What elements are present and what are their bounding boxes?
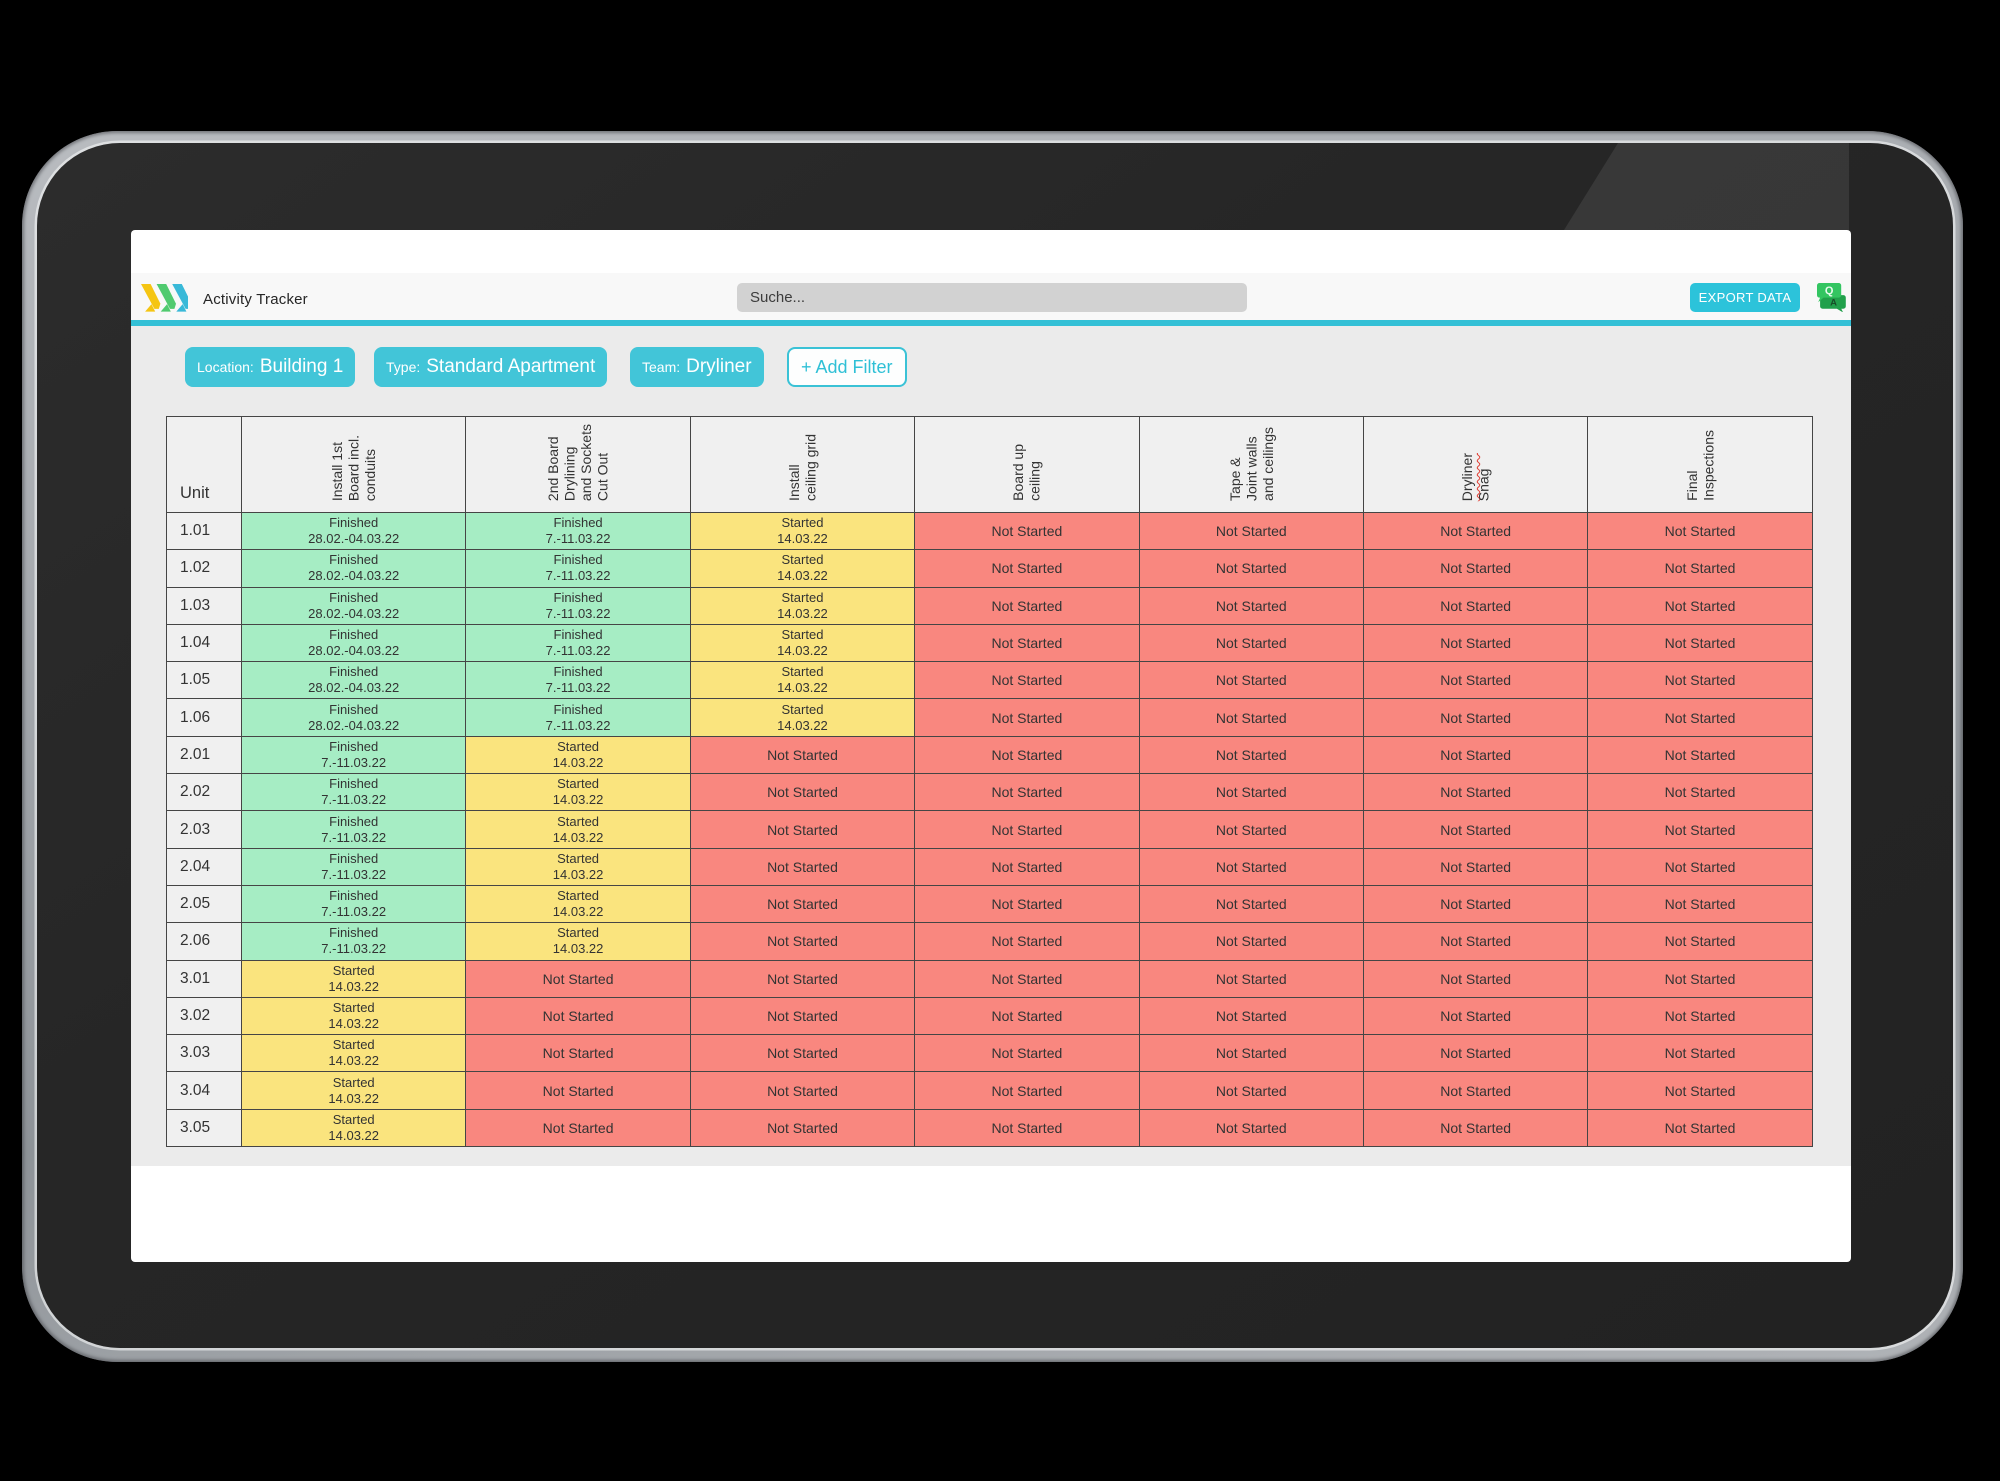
svg-text:A: A [1830,297,1837,308]
svg-text:Q: Q [1824,285,1833,297]
